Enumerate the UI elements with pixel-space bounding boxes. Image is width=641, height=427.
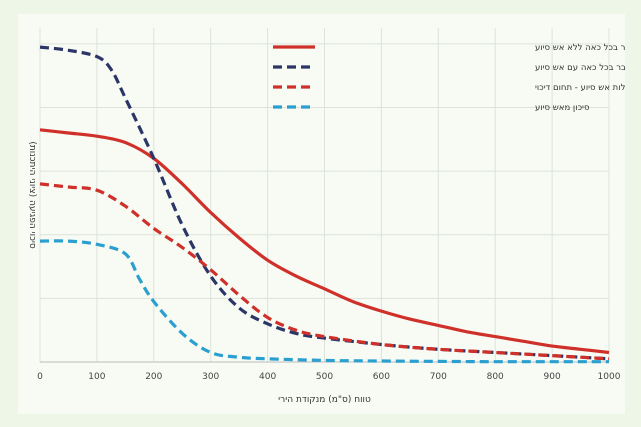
x-tick-label: 500: [316, 372, 333, 382]
x-tick-label: 200: [145, 372, 162, 382]
x-tick-label: 800: [487, 372, 504, 382]
x-tick-label: 900: [544, 372, 561, 382]
legend-label: יעילות אש סיוע - תחום דיכוי: [535, 83, 625, 93]
x-tick-label: 700: [430, 372, 447, 382]
x-tick-label: 600: [373, 372, 390, 382]
x-tick-labels: 0 100 200 300 400 500 600 700 800 900 1000: [37, 372, 621, 382]
legend-label: סיכון כתוצאה המצטבר בכל כאה עם אש סיוע: [535, 63, 625, 73]
x-tick-label: 400: [259, 372, 276, 382]
x-tick-label: 1000: [598, 372, 621, 382]
series-line-red-dashed: [39, 182, 610, 361]
series-line-red-solid: [39, 128, 610, 355]
legend-label: סיכון מאש סיוע: [535, 103, 590, 113]
chart: 0 100 200 300 400 500 600 700 800 900 1000 טווח (ס…: [27, 28, 625, 405]
x-tick-label: 0: [37, 372, 43, 382]
legend: סיכון כתוצאה המצטבר בכל כאה ללא אש סיוע ס…: [273, 43, 625, 113]
y-axis-title: סיכוי הפגיעה (ציוני היתכנות): [27, 141, 37, 249]
series-line-cyan-dashed: [39, 239, 610, 364]
legend-label: סיכון כתוצאה המצטבר בכל כאה ללא אש סיוע: [535, 43, 625, 53]
grid: [39, 28, 610, 362]
x-tick-label: 100: [88, 372, 105, 382]
series: [39, 45, 610, 364]
x-axis-title: טווח (ס"מ) מנקודת הירי: [278, 395, 371, 405]
x-tick-label: 300: [202, 372, 219, 382]
chart-frame: 0 100 200 300 400 500 600 700 800 900 1000 טווח (ס…: [18, 14, 625, 414]
series-line-navy-dashed: [39, 45, 610, 361]
